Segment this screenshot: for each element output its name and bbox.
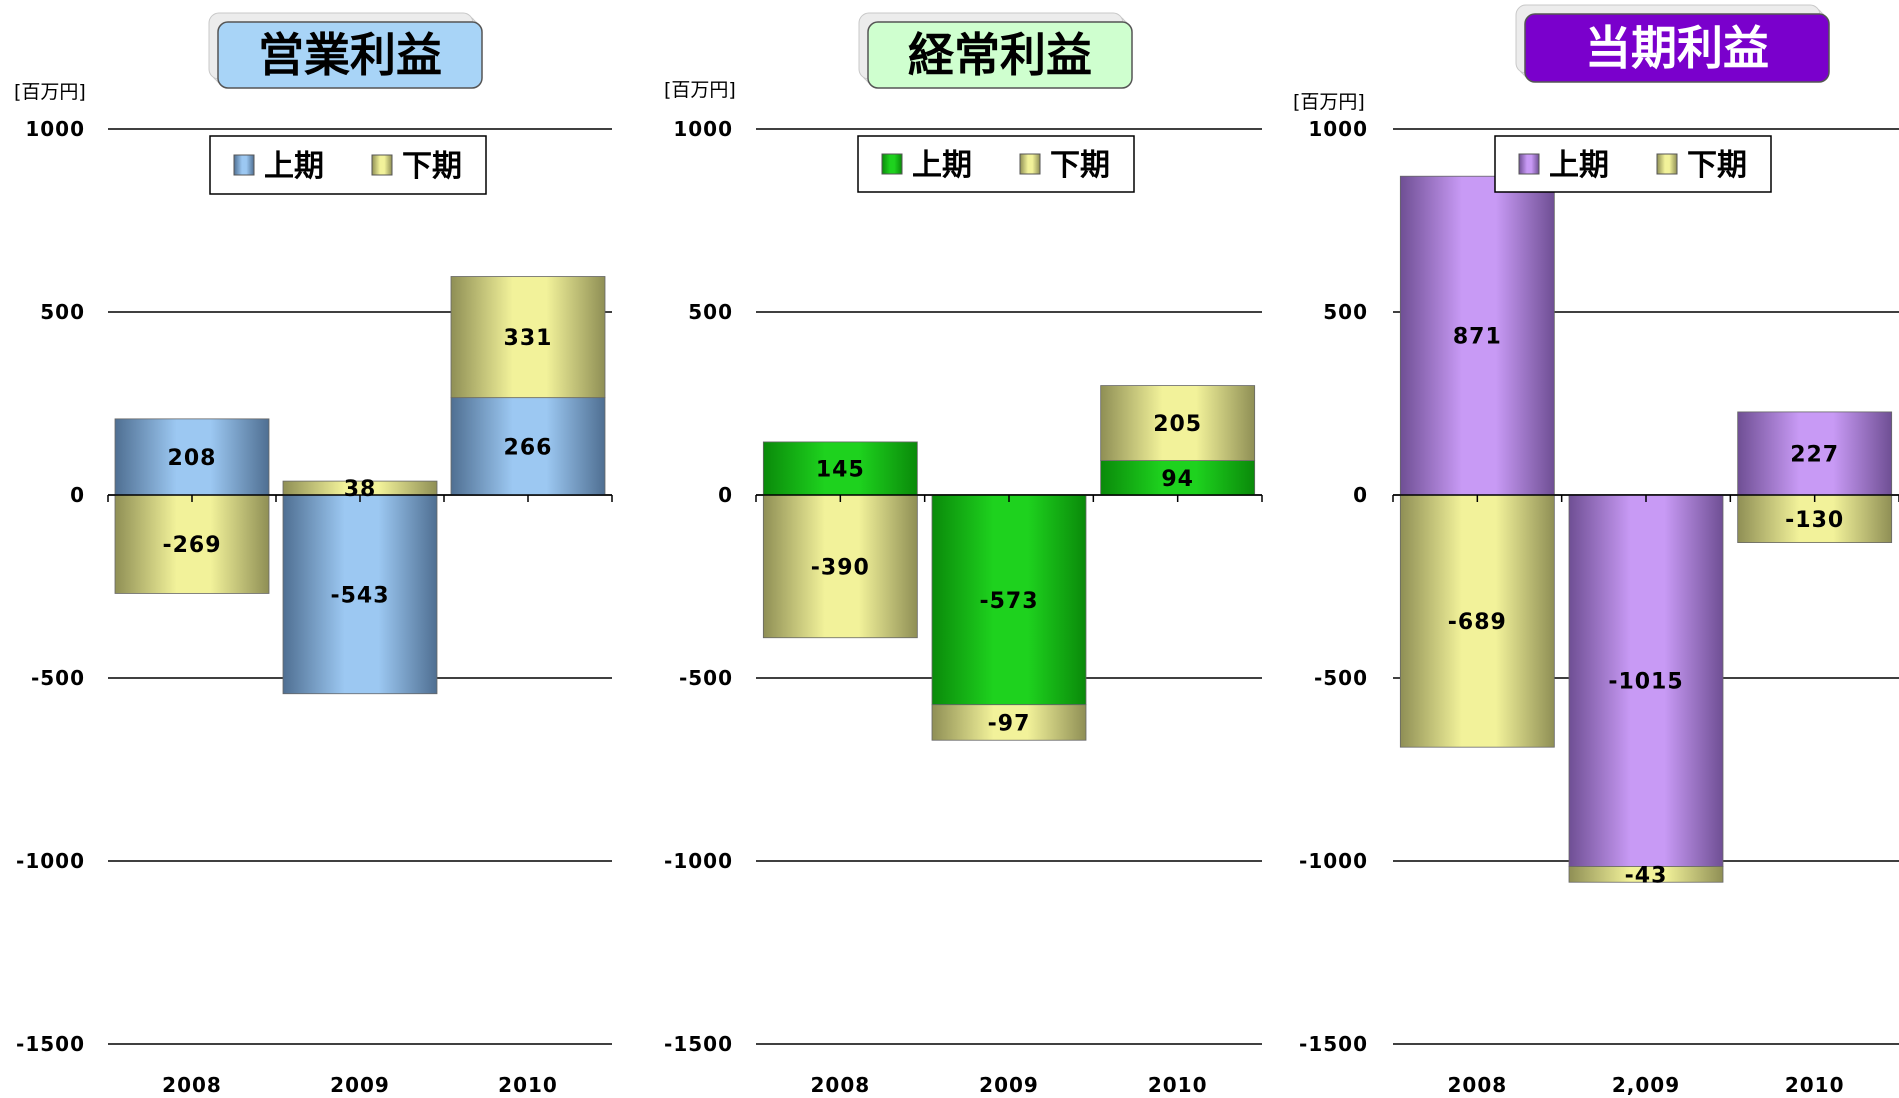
bar-second-half — [1568, 866, 1724, 883]
x-category-label: 2010 — [1785, 1073, 1845, 1097]
chart-title: 営業利益 — [258, 28, 442, 82]
legend-box — [857, 135, 1135, 193]
legend-box — [1494, 135, 1772, 193]
y-tick-label: 0 — [718, 483, 733, 507]
bar-second-half — [931, 704, 1087, 741]
y-tick-label: 500 — [688, 300, 733, 324]
data-label: -1015 — [1608, 670, 1683, 695]
bar-second-half — [450, 276, 606, 399]
y-tick-label: -500 — [679, 666, 733, 690]
data-label: 145 — [816, 457, 865, 482]
x-category-label: 2008 — [810, 1073, 870, 1097]
legend-swatch — [1518, 153, 1540, 175]
data-label: 266 — [504, 435, 553, 460]
legend-label: 下期 — [402, 149, 462, 184]
data-label: 208 — [168, 446, 217, 471]
unit-label: [百万円] — [1293, 91, 1365, 113]
y-tick-label: 500 — [40, 300, 85, 324]
bar-first-half — [1399, 175, 1555, 496]
x-category-label: 2010 — [1148, 1073, 1208, 1097]
data-label: -97 — [988, 711, 1031, 736]
legend-swatch — [233, 154, 255, 176]
y-tick-label: 500 — [1323, 300, 1368, 324]
legend-label: 上期 — [1549, 148, 1609, 183]
y-tick-label: -1500 — [1299, 1032, 1368, 1056]
data-label: -543 — [330, 583, 389, 608]
chart-panel-1: 営業利益 [百万円] 1000 500 0 -500 -1000 -1500 208 -269 20… — [14, 12, 613, 1097]
data-label: -573 — [979, 589, 1038, 614]
legend-box — [209, 135, 487, 195]
chart-panel-3: 当期利益 [百万円] 1000 500 0 -500 -1000 -1500 871 -689 20… — [1293, 4, 1899, 1097]
data-label: -390 — [811, 555, 870, 580]
bar-first-half — [931, 494, 1087, 706]
y-tick-label: -1500 — [664, 1032, 733, 1056]
data-label: 227 — [1790, 442, 1839, 467]
x-category-label: 2008 — [1447, 1073, 1507, 1097]
y-tick-label: -1500 — [16, 1032, 85, 1056]
data-label: -43 — [1625, 863, 1668, 888]
x-category-label: 2008 — [162, 1073, 222, 1097]
x-category-label: 2,009 — [1612, 1073, 1680, 1097]
data-label: 205 — [1153, 412, 1202, 437]
unit-label: [百万円] — [664, 79, 736, 101]
y-tick-label: -500 — [31, 666, 85, 690]
y-tick-label: -500 — [1314, 666, 1368, 690]
legend-label: 下期 — [1687, 148, 1747, 183]
bar-second-half — [762, 494, 918, 639]
x-category-label: 2010 — [498, 1073, 558, 1097]
title-box — [1524, 13, 1830, 83]
legend-swatch — [371, 154, 393, 176]
chart-panel-2: 経常利益 [百万円] 1000 500 0 -500 -1000 -1500 145 -390 20… — [664, 12, 1263, 1097]
legend-label: 上期 — [912, 148, 972, 183]
x-category-label: 2009 — [979, 1073, 1039, 1097]
bar-first-half — [1737, 411, 1893, 496]
bar-second-half — [1100, 385, 1256, 461]
y-tick-label: 1000 — [673, 117, 733, 141]
unit-label: [百万円] — [14, 81, 86, 103]
legend-swatch — [881, 153, 903, 175]
bar-first-half — [762, 441, 918, 496]
data-label: -269 — [162, 533, 221, 558]
y-tick-label: -1000 — [16, 849, 85, 873]
bar-first-half — [1568, 494, 1724, 867]
title-box — [867, 21, 1133, 89]
legend-label: 上期 — [264, 149, 324, 184]
y-tick-label: -1000 — [664, 849, 733, 873]
x-category-label: 2009 — [330, 1073, 390, 1097]
y-tick-label: 0 — [70, 483, 85, 507]
title-box — [217, 21, 483, 89]
legend-swatch — [1019, 153, 1041, 175]
data-label: 94 — [1161, 467, 1194, 492]
legend-label: 下期 — [1050, 148, 1110, 183]
data-label: 871 — [1453, 325, 1502, 350]
y-tick-label: 1000 — [1308, 117, 1368, 141]
legend-swatch — [1656, 153, 1678, 175]
y-tick-label: -1000 — [1299, 849, 1368, 873]
data-label: -130 — [1785, 508, 1844, 533]
data-label: 331 — [504, 326, 553, 351]
chart-title: 経常利益 — [908, 28, 1092, 82]
bar-second-half — [1399, 494, 1555, 748]
y-tick-label: 1000 — [25, 117, 85, 141]
y-tick-label: 0 — [1353, 483, 1368, 507]
bar-first-half — [114, 418, 270, 496]
chart-title: 当期利益 — [1585, 21, 1769, 75]
bar-first-half — [1100, 460, 1256, 496]
data-label: -689 — [1448, 610, 1507, 635]
bar-first-half — [450, 397, 606, 496]
